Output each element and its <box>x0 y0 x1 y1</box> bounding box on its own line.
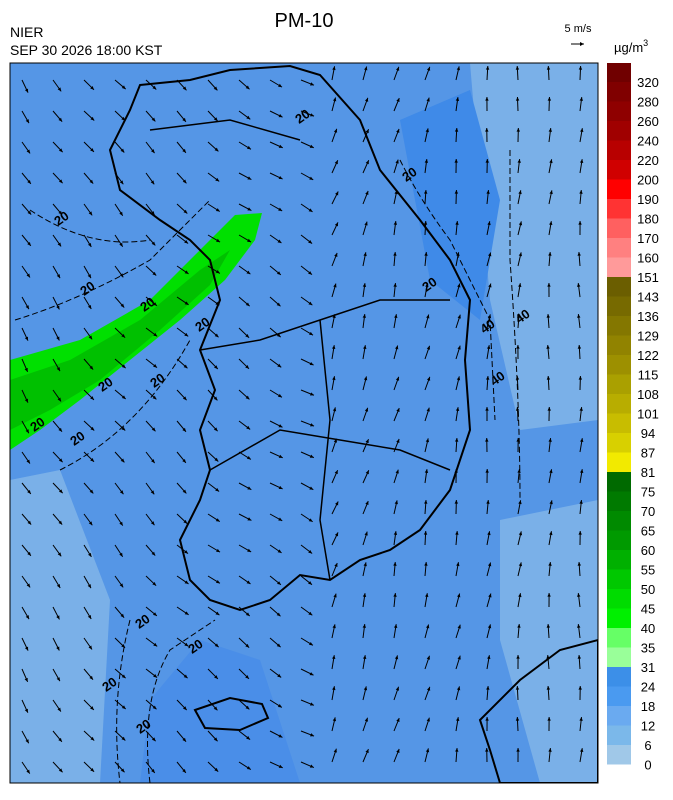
colorbar-label: 115 <box>638 368 659 383</box>
colorbar-label: 35 <box>641 641 655 656</box>
colorbar-segment <box>607 355 631 375</box>
colorbar-label: 75 <box>641 485 655 500</box>
colorbar: 3202802602402202001901801701601511431361… <box>607 63 659 773</box>
colorbar-label: 280 <box>637 95 659 110</box>
colorbar-segment <box>607 667 631 687</box>
colorbar-segment <box>607 336 631 356</box>
vector-scale-head <box>580 42 584 46</box>
colorbar-label: 240 <box>637 134 659 149</box>
colorbar-segment <box>607 453 631 473</box>
colorbar-segment <box>607 63 631 82</box>
timestamp: SEP 30 2026 18:00 KST <box>10 42 163 58</box>
colorbar-label: 70 <box>641 504 655 519</box>
colorbar-label: 94 <box>641 426 655 441</box>
colorbar-label: 180 <box>637 212 659 227</box>
colorbar-label: 45 <box>641 602 655 617</box>
colorbar-segment <box>607 160 631 180</box>
colorbar-label: 81 <box>641 465 655 480</box>
colorbar-segment <box>607 706 631 726</box>
title: PM-10 <box>275 10 334 32</box>
colorbar-segment <box>607 609 631 629</box>
colorbar-label: 260 <box>637 114 659 129</box>
colorbar-segment <box>607 219 631 239</box>
colorbar-segment <box>607 745 631 765</box>
colorbar-segment <box>607 121 631 141</box>
colorbar-label: 200 <box>637 173 659 188</box>
colorbar-segment <box>607 726 631 746</box>
colorbar-label: 122 <box>637 348 659 363</box>
colorbar-label: 101 <box>637 407 659 422</box>
unit: µg/m3 <box>614 38 648 55</box>
colorbar-segment <box>607 414 631 434</box>
colorbar-segment <box>607 316 631 336</box>
colorbar-label: 129 <box>637 329 659 344</box>
unit-power: 3 <box>643 38 648 48</box>
colorbar-segment <box>607 277 631 297</box>
colorbar-label: 320 <box>637 75 659 90</box>
colorbar-label: 31 <box>641 660 655 675</box>
unit-base: µg/m <box>614 40 643 55</box>
colorbar-label: 24 <box>641 680 655 695</box>
colorbar-label: 136 <box>637 309 659 324</box>
colorbar-label: 65 <box>641 524 655 539</box>
colorbar-label: 40 <box>641 621 655 636</box>
colorbar-label: 60 <box>641 543 655 558</box>
colorbar-segment <box>607 511 631 531</box>
colorbar-segment <box>607 433 631 453</box>
map <box>10 63 598 783</box>
colorbar-segment <box>607 531 631 551</box>
colorbar-label: 55 <box>641 563 655 578</box>
colorbar-label: 160 <box>637 251 659 266</box>
colorbar-segment <box>607 648 631 668</box>
colorbar-label: 190 <box>637 192 659 207</box>
colorbar-label: 12 <box>641 719 655 734</box>
colorbar-segment <box>607 82 631 102</box>
colorbar-segment <box>607 589 631 609</box>
colorbar-label: 151 <box>637 270 659 285</box>
colorbar-segment <box>607 375 631 395</box>
colorbar-segment <box>607 180 631 200</box>
colorbar-segment <box>607 238 631 258</box>
colorbar-segment <box>607 297 631 317</box>
colorbar-segment <box>607 570 631 590</box>
colorbar-segment <box>607 687 631 707</box>
colorbar-segment <box>607 199 631 219</box>
colorbar-segment <box>607 141 631 161</box>
colorbar-segment <box>607 550 631 570</box>
vector-scale-label: 5 m/s <box>565 23 592 35</box>
colorbar-segment <box>607 394 631 414</box>
colorbar-segment <box>607 492 631 512</box>
colorbar-label: 143 <box>637 290 659 305</box>
colorbar-label: 6 <box>644 738 651 753</box>
colorbar-label: 0 <box>644 758 651 773</box>
colorbar-label: 170 <box>637 231 659 246</box>
colorbar-label: 50 <box>641 582 655 597</box>
colorbar-label: 87 <box>641 446 655 461</box>
agency: NIER <box>10 24 43 40</box>
colorbar-segment <box>607 472 631 492</box>
colorbar-label: 18 <box>641 699 655 714</box>
colorbar-label: 108 <box>637 387 659 402</box>
colorbar-segment <box>607 258 631 278</box>
colorbar-label: 220 <box>637 153 659 168</box>
colorbar-segment <box>607 102 631 122</box>
colorbar-segment <box>607 628 631 648</box>
